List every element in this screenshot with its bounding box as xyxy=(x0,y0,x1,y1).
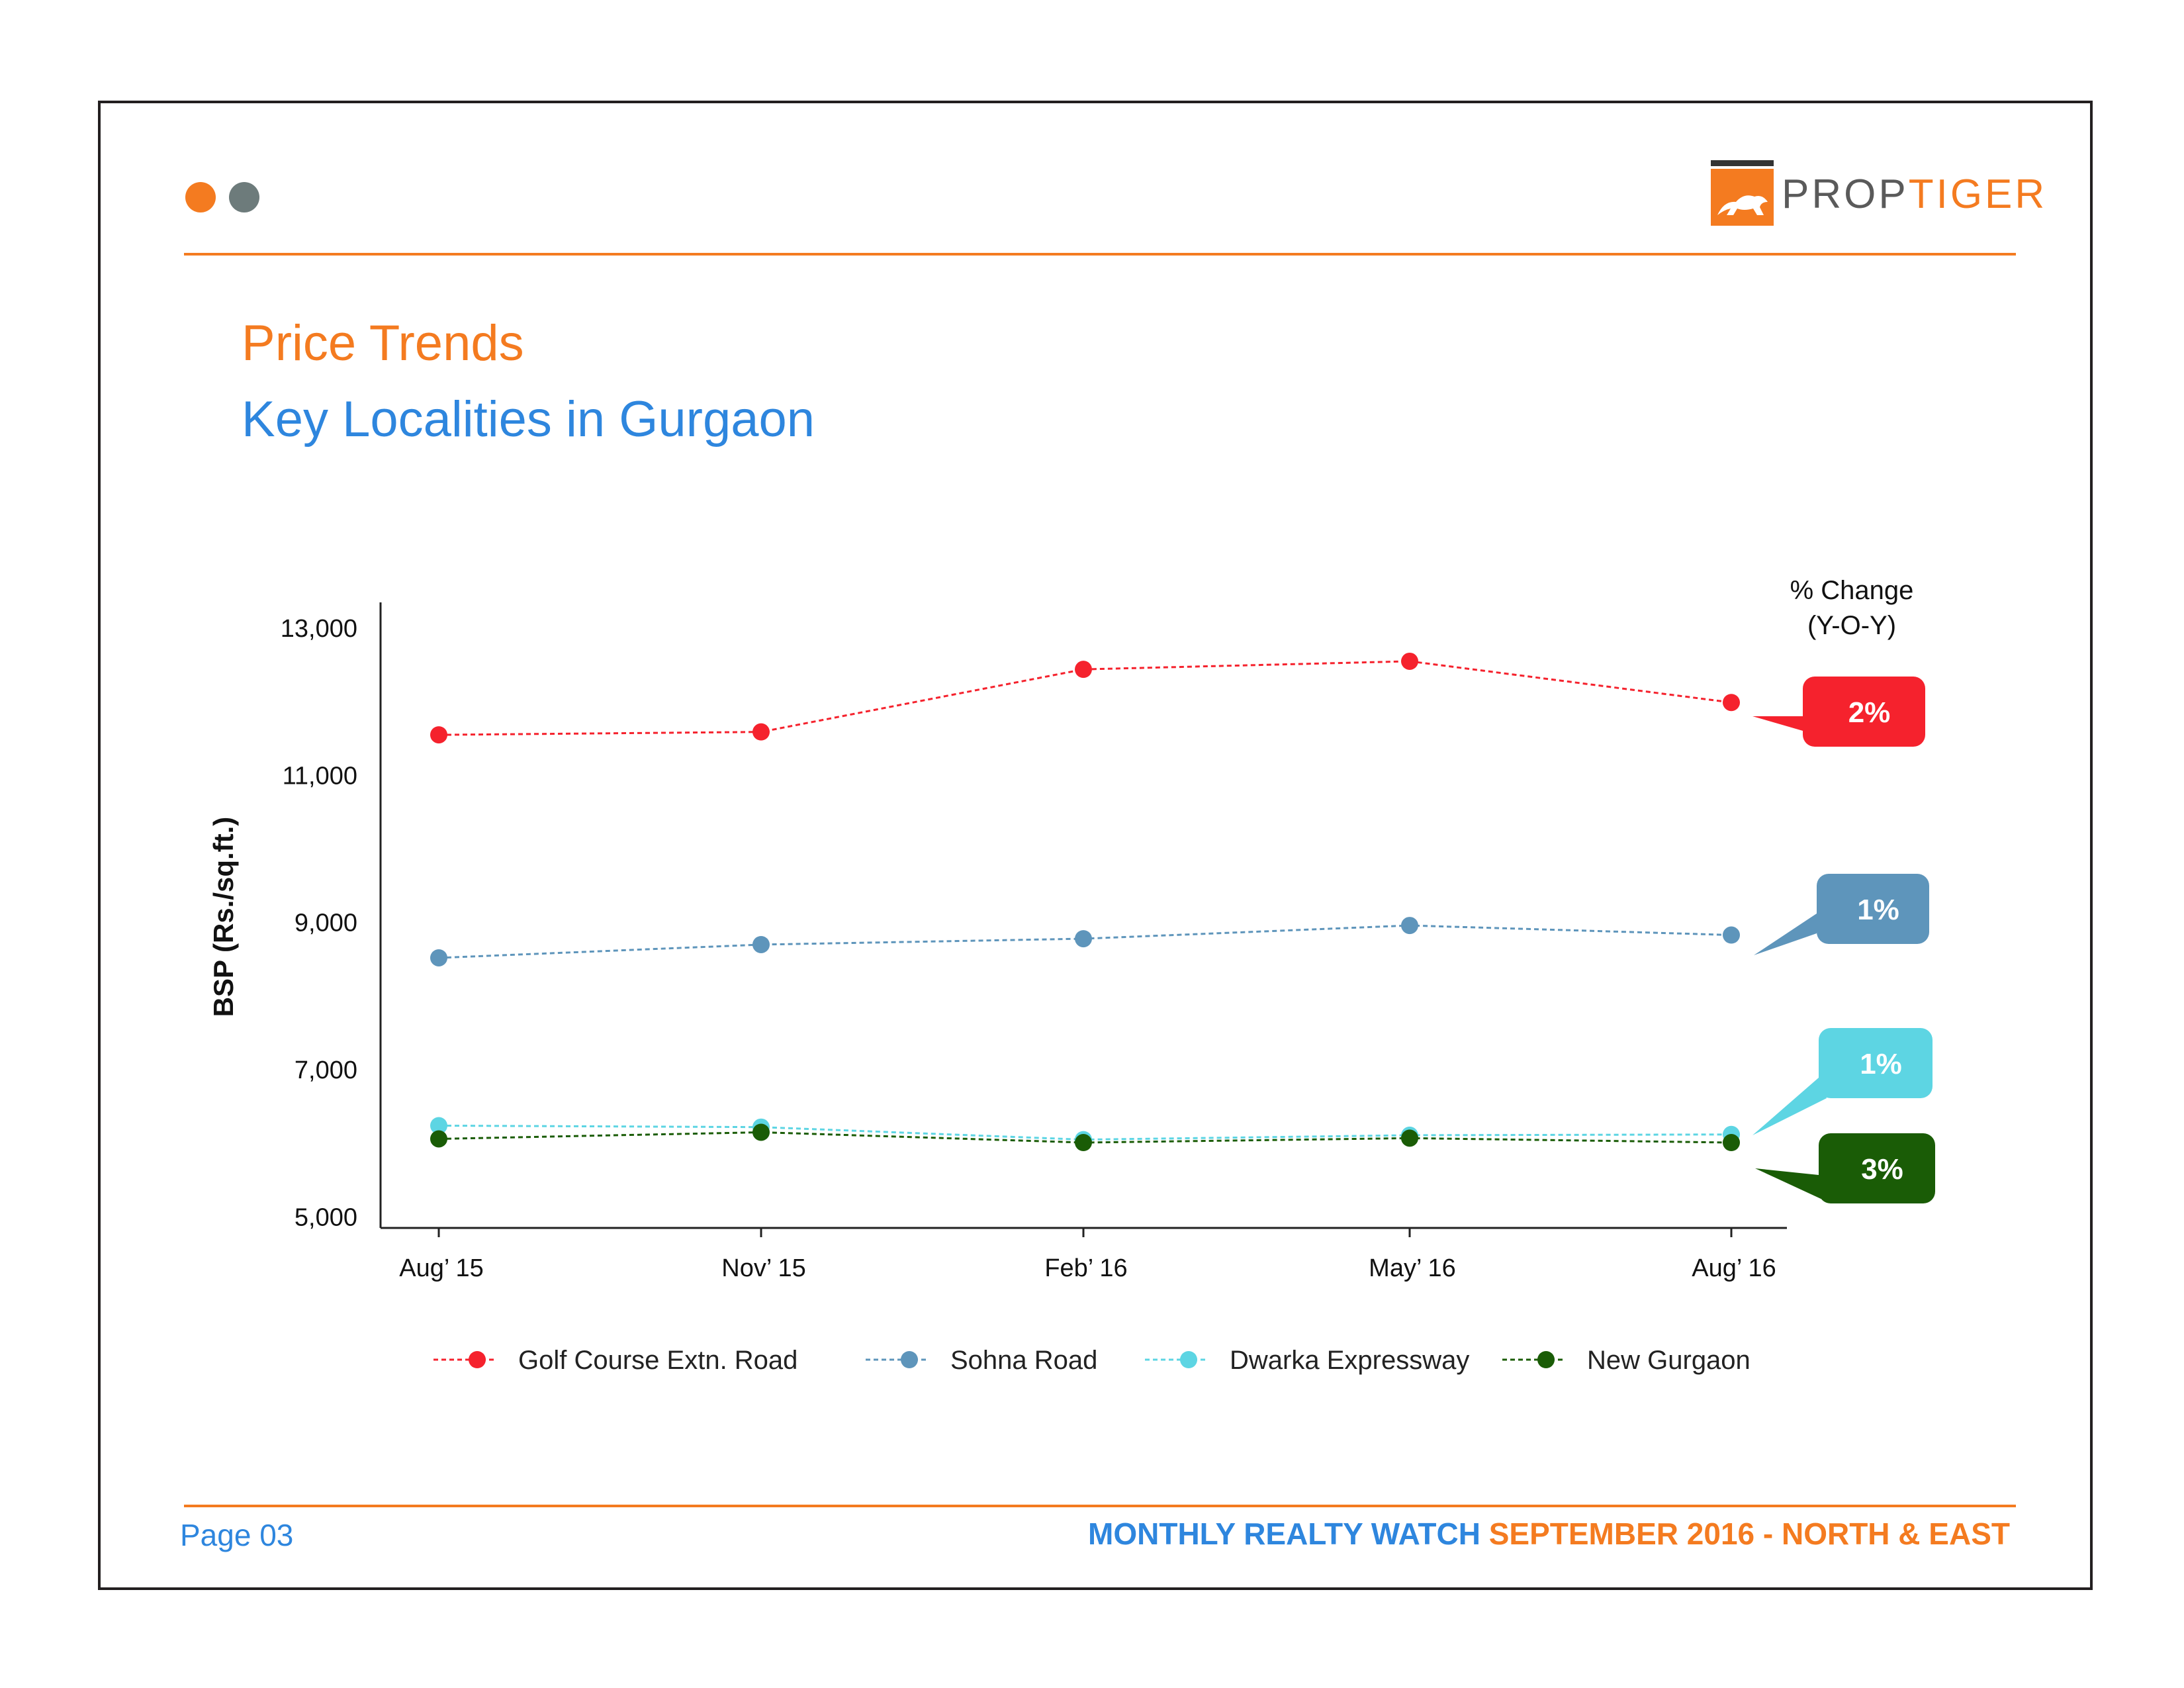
footer-divider xyxy=(184,1505,2016,1507)
change-value: 1% xyxy=(1857,894,1899,926)
legend-label: Golf Course Extn. Road xyxy=(518,1346,797,1375)
x-tick-label: Aug’ 16 xyxy=(1692,1254,1776,1282)
logo-bar xyxy=(1711,160,1774,166)
data-point xyxy=(1723,1134,1740,1152)
x-tick-label: Aug’ 15 xyxy=(399,1254,483,1282)
change-value: 2% xyxy=(1848,696,1891,729)
brand-logo: PROPTIGER xyxy=(1782,171,2048,217)
y-tick-label: 11,000 xyxy=(283,762,357,790)
change-value: 1% xyxy=(1860,1048,1902,1080)
callout-pointer xyxy=(1752,1078,1827,1135)
data-point xyxy=(1075,661,1092,679)
callout-pointer xyxy=(1754,914,1817,955)
data-point xyxy=(1401,1129,1418,1147)
data-point xyxy=(430,1117,447,1135)
legend-marker xyxy=(469,1351,486,1368)
legend-label: Sohna Road xyxy=(950,1346,1097,1375)
orange-dot-icon xyxy=(185,182,216,212)
data-point xyxy=(1723,926,1740,944)
data-point xyxy=(752,1123,770,1141)
data-point xyxy=(1401,917,1418,935)
data-point xyxy=(1075,1134,1092,1152)
data-point xyxy=(1723,694,1740,712)
data-point xyxy=(430,1130,447,1148)
price-trend-chart: 5,000 7,000 9,000 11,000 13,000 Aug’ 15 Nov’ 1… xyxy=(208,576,1935,1375)
y-tick-label: 7,000 xyxy=(295,1056,357,1084)
page-subtitle: Key Localities in Gurgaon xyxy=(242,391,815,447)
series-line-0 xyxy=(438,660,1732,736)
legend-marker xyxy=(1537,1351,1555,1368)
page-title: Price Trends xyxy=(242,315,524,371)
data-point xyxy=(752,935,770,953)
data-point xyxy=(1401,652,1418,670)
gray-dot-icon xyxy=(229,182,259,212)
legend-marker xyxy=(1180,1351,1197,1368)
y-tick-label: 13,000 xyxy=(281,615,357,643)
y-axis-label: BSP (Rs./sq.ft.) xyxy=(208,817,239,1017)
header-divider xyxy=(184,253,2016,256)
page-number: Page 03 xyxy=(180,1518,294,1552)
y-tick-label: 9,000 xyxy=(295,910,357,937)
change-callout xyxy=(1803,677,1925,747)
callout-pointer xyxy=(1752,716,1803,731)
change-callout xyxy=(1819,1133,1935,1203)
y-tick-label: 5,000 xyxy=(295,1203,357,1231)
x-tick-label: Feb’ 16 xyxy=(1044,1254,1127,1282)
report-title: MONTHLY REALTY WATCH SEPTEMBER 2016 - NO… xyxy=(1088,1516,2010,1552)
legend-label: New Gurgaon xyxy=(1587,1346,1751,1375)
data-point xyxy=(430,726,447,744)
callout-pointer xyxy=(1755,1168,1827,1201)
x-tick-label: Nov’ 15 xyxy=(721,1254,805,1282)
change-header-line1: % Change xyxy=(1790,576,1914,605)
change-value: 3% xyxy=(1861,1153,1903,1186)
data-point xyxy=(1075,930,1092,948)
change-callout xyxy=(1819,1028,1933,1098)
legend-label: Dwarka Expressway xyxy=(1230,1346,1469,1375)
tiger-logo-icon xyxy=(1711,169,1774,226)
legend-marker xyxy=(901,1351,918,1368)
report-name: MONTHLY REALTY WATCH xyxy=(1088,1517,1480,1551)
x-tick-label: May’ 16 xyxy=(1369,1254,1456,1282)
change-header-line2: (Y-O-Y) xyxy=(1807,611,1896,640)
data-point xyxy=(752,723,770,741)
data-point xyxy=(430,949,447,966)
page-frame xyxy=(98,101,2093,1590)
report-edition: SEPTEMBER 2016 - NORTH & EAST xyxy=(1488,1517,2010,1551)
change-callout xyxy=(1817,874,1929,944)
